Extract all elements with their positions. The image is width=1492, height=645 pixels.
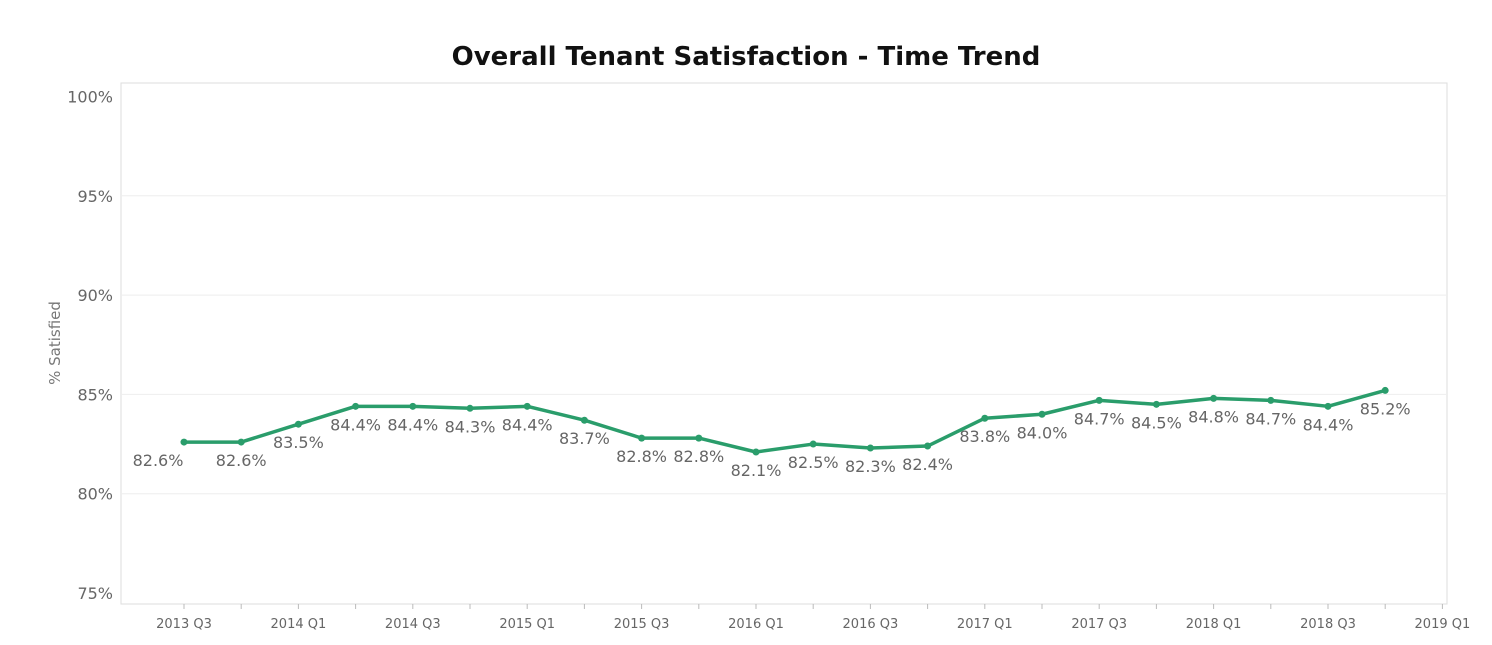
x-tick-label: 2013 Q3 [156,617,212,632]
data-point [1267,396,1275,404]
data-point [809,440,817,448]
data-point [294,420,302,428]
data-label: 84.7% [1245,409,1296,428]
data-label: 84.5% [1131,413,1182,432]
x-tick-label: 2018 Q1 [1186,617,1242,632]
x-tick-label: 2016 Q1 [728,617,784,632]
x-tick-label: 2018 Q3 [1300,617,1356,632]
y-tick-label: 85% [77,385,113,404]
data-point [523,402,531,410]
data-point [866,444,874,452]
x-tick-label: 2014 Q1 [271,617,327,632]
data-point [695,434,703,442]
y-tick-label: 100% [67,88,113,107]
data-label: 83.8% [959,427,1010,446]
data-point [237,438,245,446]
x-tick-label: 2016 Q3 [843,617,899,632]
y-axis: 75% 80% 85% 90% 95% 100% [67,88,113,604]
data-label: 82.5% [788,453,839,472]
data-point [1038,410,1046,418]
grid-lines [121,195,1447,495]
x-axis: 2013 Q3 2014 Q1 2014 Q3 2015 Q1 2015 Q3 2016 … [156,604,1470,632]
data-label: 82.3% [845,457,896,476]
data-label: 84.4% [1303,415,1354,434]
data-label: 85.2% [1360,399,1411,418]
data-point [638,434,646,442]
data-label: 82.8% [616,447,667,466]
y-tick-label: 90% [77,286,113,305]
x-tick-label: 2014 Q3 [385,617,441,632]
data-label: 84.4% [502,415,553,434]
data-label: 82.6% [133,451,184,470]
data-label: 82.1% [731,461,782,480]
data-point [1095,396,1103,404]
data-point [180,438,188,446]
data-labels: 82.6% 82.6% 83.5% 84.4% 84.4% 84.3% 84.4% 83.7%… [133,399,1411,480]
x-tick-label: 2017 Q1 [957,617,1013,632]
data-label: 84.4% [387,415,438,434]
data-point [352,402,360,410]
chart-title: Overall Tenant Satisfaction - Time Trend [451,42,1041,72]
plot-area-border [120,82,1448,605]
x-tick-label: 2015 Q1 [499,617,555,632]
data-label: 84.3% [445,417,496,436]
data-point [924,442,932,450]
data-label: 82.8% [673,447,724,466]
data-point [981,414,989,422]
data-label: 82.4% [902,455,953,474]
data-point [466,404,474,412]
x-tick-label: 2015 Q3 [614,617,670,632]
y-tick-label: 95% [77,187,113,206]
data-label: 84.0% [1017,423,1068,442]
x-tick-label: 2019 Q1 [1415,617,1471,632]
y-tick-label: 80% [77,485,113,504]
data-point [409,402,417,410]
series-line [182,388,1387,454]
data-label: 83.5% [273,433,324,452]
x-tick-label: 2017 Q3 [1071,617,1127,632]
data-label: 83.7% [559,429,610,448]
data-label: 84.8% [1188,407,1239,426]
data-point [752,448,760,456]
data-point [1324,402,1332,410]
series-satisfied [180,386,1389,456]
data-label: 84.7% [1074,409,1125,428]
data-label: 84.4% [330,415,381,434]
data-point [1152,400,1160,408]
y-axis-title: % Satisfied [46,301,64,385]
data-point [1210,394,1218,402]
data-label: 82.6% [216,451,267,470]
data-point [580,416,588,424]
y-tick-label: 75% [77,584,113,603]
data-point [1381,386,1389,394]
